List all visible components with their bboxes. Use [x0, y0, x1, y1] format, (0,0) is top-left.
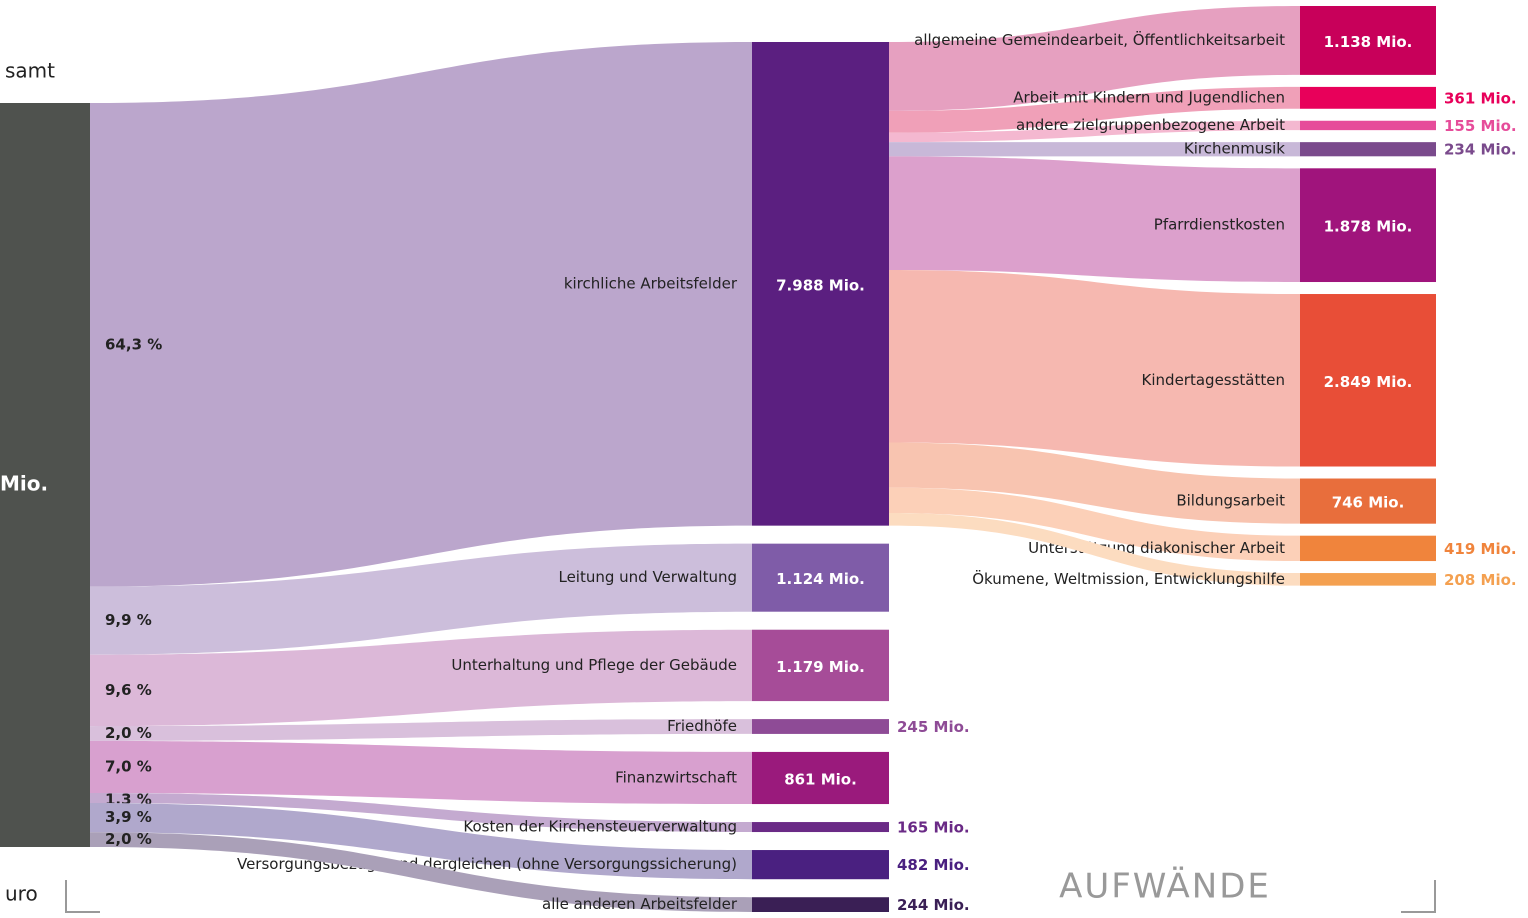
value-label: 208 Mio. — [1444, 571, 1517, 589]
value-label: 1.138 Mio. — [1324, 33, 1413, 51]
flow-label: Kirchenmusik — [1184, 140, 1285, 158]
source-node — [0, 103, 90, 847]
node — [1300, 535, 1436, 562]
flow — [90, 42, 752, 587]
node — [1300, 142, 1436, 157]
node — [752, 822, 889, 833]
node — [752, 850, 889, 880]
value-label: 419 Mio. — [1444, 540, 1517, 558]
node — [1300, 573, 1436, 586]
node — [752, 42, 889, 526]
flow — [889, 487, 1300, 562]
flow-label: Ökumene, Weltmission, Entwicklungshilfe — [972, 569, 1285, 588]
flow-label: alle anderen Arbeitsfelder — [542, 895, 738, 913]
node — [1300, 86, 1436, 109]
flow-label: Finanzwirtschaft — [615, 768, 737, 786]
flow-label: Leitung und Verwaltung — [558, 568, 737, 586]
source-label: Mio. — [0, 472, 48, 496]
flow — [889, 86, 1300, 133]
flow — [889, 156, 1300, 283]
node — [752, 719, 889, 734]
value-label: 155 Mio. — [1444, 117, 1517, 135]
corner-bracket — [65, 880, 1436, 913]
value-label: 7.988 Mio. — [776, 276, 865, 294]
flow-label: allgemeine Gemeindearbeit, Öffentlichkei… — [914, 30, 1285, 49]
node — [1300, 168, 1436, 283]
flow-label: kirchliche Arbeitsfelder — [564, 274, 738, 292]
share-label: 9,9 % — [105, 611, 152, 629]
flow — [889, 442, 1300, 524]
value-label: 1.179 Mio. — [776, 658, 865, 676]
value-label: 234 Mio. — [1444, 141, 1517, 159]
share-label: 3,9 % — [105, 808, 152, 826]
flow — [90, 543, 752, 655]
node — [1300, 294, 1436, 467]
value-label: 361 Mio. — [1444, 89, 1517, 107]
flow — [889, 6, 1300, 111]
flow — [90, 740, 752, 805]
share-label: 2,0 % — [105, 830, 152, 848]
flow-label: Pfarrdienstkosten — [1154, 216, 1285, 234]
chart-title: AUFWÄNDE — [1059, 867, 1271, 907]
share-label: 64,3 % — [105, 335, 162, 353]
node — [752, 751, 889, 805]
share-label: 7,0 % — [105, 757, 152, 775]
value-label: 165 Mio. — [897, 819, 970, 837]
flow-label: Bildungsarbeit — [1176, 492, 1285, 510]
node — [752, 543, 889, 612]
node — [752, 629, 889, 702]
flow — [90, 832, 752, 912]
value-label: 746 Mio. — [1332, 494, 1405, 512]
flow — [889, 142, 1300, 157]
node — [1300, 120, 1436, 131]
flow — [90, 803, 752, 880]
source-label: uro — [5, 882, 38, 906]
value-label: 482 Mio. — [897, 856, 970, 874]
flow-label: Unterhaltung und Pflege der Gebäude — [451, 656, 737, 674]
value-label: 1.124 Mio. — [776, 570, 865, 588]
flow-label: andere zielgruppenbezogene Arbeit — [1016, 116, 1285, 134]
value-label: 245 Mio. — [897, 718, 970, 736]
flow — [889, 513, 1300, 586]
share-label: 2,0 % — [105, 724, 152, 742]
node — [752, 897, 889, 912]
flow-label: Arbeit mit Kindern und Jugendlichen — [1013, 88, 1285, 106]
node — [1300, 6, 1436, 75]
flow-label: Friedhöfe — [667, 717, 737, 735]
flow — [90, 793, 752, 833]
flow-label: Kosten der Kirchensteuerverwaltung — [463, 818, 737, 836]
value-label: 2.849 Mio. — [1324, 373, 1413, 391]
value-label: 861 Mio. — [784, 770, 857, 788]
value-label: 1.878 Mio. — [1324, 218, 1413, 236]
source-label: samt — [5, 59, 55, 83]
value-label: 244 Mio. — [897, 896, 970, 914]
flow — [889, 120, 1300, 143]
node — [1300, 478, 1436, 524]
flow — [90, 719, 752, 741]
flow — [90, 629, 752, 727]
flow-label: Kindertagesstätten — [1142, 371, 1285, 389]
share-label: 9,6 % — [105, 681, 152, 699]
flow — [889, 270, 1300, 467]
